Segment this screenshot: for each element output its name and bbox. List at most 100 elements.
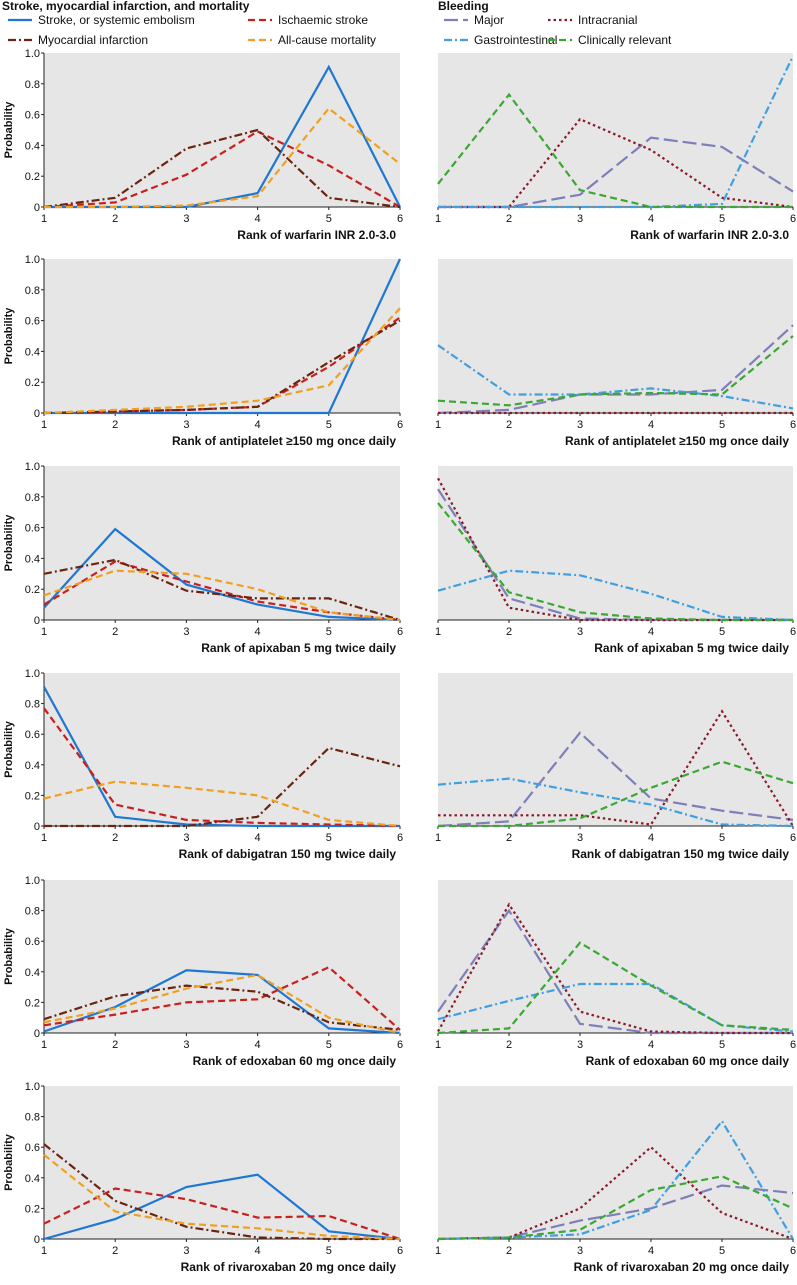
plot-background	[44, 673, 400, 826]
plot-background	[438, 673, 793, 826]
legend-item-ischaemic-stroke: Ischaemic stroke	[248, 13, 368, 27]
series-line-ischaemic-stroke	[43, 560, 401, 622]
x-tick-label: 1	[435, 1039, 441, 1051]
plot-background	[44, 53, 400, 207]
x-tick-label: 3	[183, 1245, 189, 1257]
y-tick-label: 0.2	[25, 584, 40, 596]
y-tick-label: 0.4	[25, 346, 40, 358]
y-tick-label: 0.8	[25, 906, 40, 918]
y-tick-label: 0.4	[25, 553, 40, 565]
legend-label: Gastrointestinal	[474, 33, 557, 47]
series-line-intracranial	[438, 117, 794, 209]
x-tick-label: 3	[577, 832, 583, 844]
y-tick-label: 0.6	[25, 523, 40, 535]
series-line-stroke-or-systemic-embolism	[44, 258, 401, 415]
x-tick-label: 2	[506, 419, 512, 431]
y-tick-label: 0.8	[25, 79, 40, 91]
x-tick-label: 5	[719, 213, 725, 225]
x-tick-label: 6	[397, 626, 403, 638]
x-tick-label: 6	[790, 1039, 796, 1051]
x-tick-label: 4	[255, 1245, 261, 1257]
plot-background	[44, 880, 400, 1033]
x-tick-label: 6	[790, 832, 796, 844]
x-tick-label: 4	[255, 419, 261, 431]
chart-panel-11: 1 2 3 4 5 6 0 0.2 0.4 0.6 0.8 1.0 Probability Rank of…	[3, 1081, 403, 1274]
series-line-clinically-relevant	[437, 1175, 794, 1241]
y-tick-label: 0.2	[25, 171, 40, 183]
y-tick-label: 0.6	[25, 936, 40, 948]
legend-label: Stroke, or systemic embolism	[38, 13, 195, 27]
series-line-intracranial	[437, 477, 793, 622]
x-tick-label: 4	[648, 832, 654, 844]
y-axis-label: Probability	[3, 101, 15, 159]
x-tick-label: 1	[435, 213, 441, 225]
x-tick-label: 2	[506, 1039, 512, 1051]
x-tick-label: 5	[326, 1039, 332, 1051]
x-tick-label: 6	[790, 419, 796, 431]
chart-panel-1: 1 2 3 4 5 6 0 0.2 0.4 0.6 0.8 1.0 Probability Rank of…	[3, 48, 403, 242]
y-tick-label: 1.0	[25, 48, 40, 60]
x-tick-label: 2	[506, 832, 512, 844]
y-axis-label: Probability	[3, 514, 15, 572]
series-line-all-cause-mortality	[43, 307, 401, 415]
series-line-myocardial-infarction	[43, 558, 401, 622]
x-tick-label: 5	[719, 626, 725, 638]
x-tick-label: 4	[648, 419, 654, 431]
y-axis-label: Probability	[3, 720, 15, 778]
legend-item-myocardial-infarction: Myocardial infarction	[8, 33, 148, 47]
x-tick-label: 4	[648, 1039, 654, 1051]
y-tick-label: 0.4	[25, 1173, 40, 1185]
x-tick-label: 2	[506, 1245, 512, 1257]
legend: Stroke, or systemic embolism Ischaemic st…	[8, 13, 672, 47]
series-line-myocardial-infarction	[43, 319, 401, 415]
series-line-clinically-relevant	[437, 92, 793, 209]
x-tick-label: 4	[648, 626, 654, 638]
series-line-all-cause-mortality	[43, 1153, 401, 1241]
y-tick-label: 0.8	[25, 285, 40, 297]
x-tick-label: 5	[719, 1245, 725, 1257]
series-line-all-cause-mortality	[44, 106, 401, 209]
x-tick-label: 2	[112, 626, 118, 638]
chart-panel-9: 1 2 3 4 5 6 0 0.2 0.4 0.6 0.8 1.0 Probability Rank of…	[3, 875, 403, 1068]
series-line-gastrointestinal	[438, 55, 794, 209]
x-axis-label: Rank of antiplatelet ≥150 mg once daily	[172, 434, 396, 448]
legend-label: Major	[474, 13, 504, 27]
plot-background	[438, 880, 793, 1033]
y-tick-label: 0.2	[25, 1203, 40, 1215]
chart-panel-3: 1 2 3 4 5 6 0 0.2 0.4 0.6 0.8 1.0 Probability Rank of…	[3, 254, 403, 448]
x-tick-label: 2	[112, 832, 118, 844]
chart-panels: 1 2 3 4 5 6 0 0.2 0.4 0.6 0.8 1.0 Probability Rank of…	[3, 48, 796, 1274]
y-tick-label: 0	[34, 821, 40, 833]
legend-item-major: Major	[444, 13, 504, 27]
x-tick-label: 6	[790, 1245, 796, 1257]
y-tick-label: 0	[34, 1028, 40, 1040]
x-tick-label: 5	[719, 419, 725, 431]
series-line-myocardial-infarction	[43, 1143, 400, 1241]
series-line-clinically-relevant	[437, 335, 794, 407]
series-line-intracranial	[437, 902, 793, 1035]
x-tick-label: 4	[255, 1039, 261, 1051]
series-line-ischaemic-stroke	[43, 130, 401, 209]
y-tick-label: 0.4	[25, 760, 40, 772]
x-tick-label: 6	[397, 832, 403, 844]
y-tick-label: 0.2	[25, 377, 40, 389]
series-line-ischaemic-stroke	[43, 1187, 401, 1241]
chart-panel-7: 1 2 3 4 5 6 0 0.2 0.4 0.6 0.8 1.0 Probability Rank of…	[3, 668, 403, 861]
right-panel-header: Bleeding	[438, 0, 489, 13]
legend-label: All-cause mortality	[278, 33, 376, 47]
legend-item-stroke-or-systemic-embolism: Stroke, or systemic embolism	[8, 13, 195, 27]
x-axis-label: Rank of rivaroxaban 20 mg once daily	[574, 1260, 790, 1274]
x-tick-label: 1	[435, 626, 441, 638]
x-tick-label: 1	[41, 213, 47, 225]
x-tick-label: 2	[112, 213, 118, 225]
x-tick-label: 5	[326, 213, 332, 225]
legend-item-gastrointestinal: Gastrointestinal	[444, 33, 557, 47]
x-tick-label: 4	[255, 832, 261, 844]
y-tick-label: 0.2	[25, 790, 40, 802]
x-tick-label: 3	[183, 626, 189, 638]
x-tick-label: 3	[577, 1039, 583, 1051]
series-line-all-cause-mortality	[43, 780, 401, 828]
